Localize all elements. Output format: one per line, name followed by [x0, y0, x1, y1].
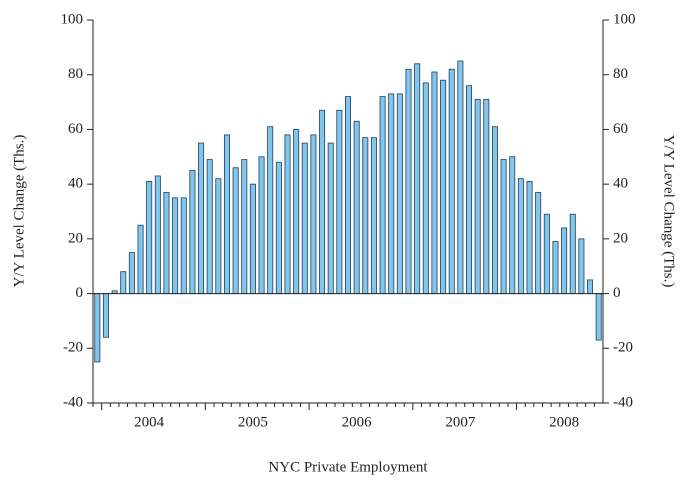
x-tick-label: 2006 [342, 414, 373, 430]
bar [241, 159, 248, 294]
bar [578, 238, 585, 294]
bar [474, 98, 481, 294]
bar [517, 178, 524, 294]
bar [526, 181, 533, 294]
x-tick-label: 2008 [549, 414, 579, 430]
bar [223, 134, 230, 294]
bar [284, 134, 291, 294]
bar [509, 156, 516, 294]
bar [180, 197, 187, 294]
bar [457, 60, 464, 294]
y-tick-label: -40 [63, 394, 83, 410]
y-tick-label: -20 [63, 340, 83, 356]
bar [336, 109, 343, 294]
y2-tick-label: 100 [613, 11, 636, 27]
x-tick-label: 2005 [238, 414, 268, 430]
y2-tick-label: -40 [613, 394, 633, 410]
bar [483, 98, 490, 294]
x-axis-label: NYC Private Employment [268, 459, 428, 475]
y-axis-label: Y/Y Level Change (Ths.) [11, 135, 27, 288]
y2-tick-label: 60 [613, 121, 628, 137]
bar [154, 175, 161, 294]
bar [189, 170, 196, 294]
bar [405, 68, 412, 294]
y-tick-label: 60 [68, 121, 83, 137]
y2-tick-label: 40 [613, 176, 628, 192]
bar [267, 126, 274, 294]
bar [543, 213, 550, 294]
bar [440, 79, 447, 294]
bar [258, 156, 265, 294]
bar [587, 279, 594, 294]
y-tick-label: 100 [61, 11, 84, 27]
bar [353, 120, 360, 294]
bar [198, 142, 205, 294]
y2-tick-label: 20 [613, 230, 628, 246]
y-tick-label: 40 [68, 176, 83, 192]
bar [569, 213, 576, 294]
bar [535, 191, 542, 294]
bar [379, 96, 386, 294]
bar [215, 178, 222, 294]
bar [431, 71, 438, 294]
bar [370, 137, 377, 294]
bar [362, 137, 369, 294]
bar [249, 183, 256, 294]
bar [137, 224, 144, 294]
bar [293, 129, 300, 294]
bar [466, 85, 473, 294]
x-tick-label: 2007 [445, 414, 476, 430]
bar [396, 93, 403, 294]
bar [102, 293, 109, 338]
bar [552, 241, 559, 294]
bar [206, 159, 213, 294]
bar [500, 159, 507, 294]
bar [414, 63, 421, 294]
y-tick-label: 80 [68, 66, 83, 82]
y-tick-label: 0 [76, 285, 84, 301]
bar [491, 126, 498, 294]
bar [275, 161, 282, 294]
x-tick-label: 2004 [134, 414, 165, 430]
bar [561, 227, 568, 294]
bar [319, 109, 326, 294]
bar [163, 191, 170, 294]
bar [128, 252, 135, 294]
bar [172, 197, 179, 294]
bar [345, 96, 351, 294]
bar [146, 181, 153, 294]
bar [422, 82, 429, 294]
bar [327, 142, 334, 294]
y2-tick-label: -20 [613, 340, 633, 356]
bar [448, 68, 455, 294]
y2-axis-label: Y/Y Level Change (Ths.) [661, 135, 677, 288]
bar [94, 293, 101, 363]
bar [388, 93, 395, 294]
y2-tick-label: 0 [613, 285, 621, 301]
y-tick-label: 20 [68, 230, 83, 246]
bar [310, 134, 317, 294]
bar [232, 167, 239, 294]
bar [120, 271, 127, 294]
y2-tick-label: 80 [613, 66, 628, 82]
bar [595, 293, 602, 341]
bar [301, 142, 308, 294]
